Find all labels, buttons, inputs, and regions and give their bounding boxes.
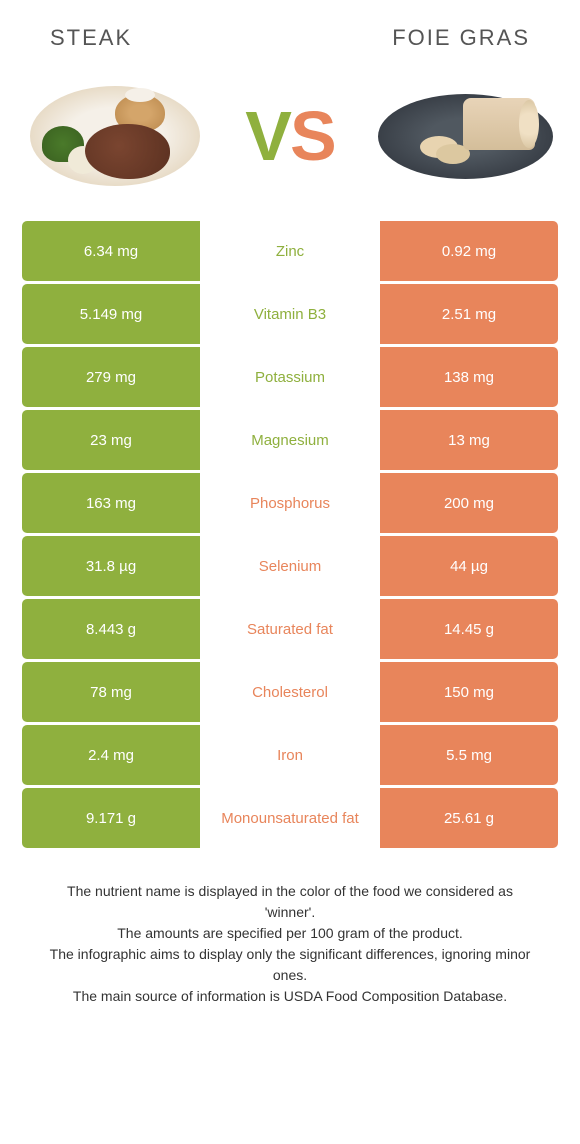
vs-label: VS — [245, 96, 334, 176]
cell-left-value: 8.443 g — [22, 599, 200, 659]
table-row: 6.34 mgZinc0.92 mg — [22, 221, 558, 281]
cell-right-value: 14.45 g — [380, 599, 558, 659]
cell-nutrient-label: Phosphorus — [200, 473, 380, 533]
table-row: 78 mgCholesterol150 mg — [22, 662, 558, 722]
footer-notes: The nutrient name is displayed in the co… — [0, 851, 580, 1007]
food-left-image — [25, 81, 205, 191]
header: Steak Foie gras — [0, 0, 580, 61]
cell-nutrient-label: Magnesium — [200, 410, 380, 470]
cell-left-value: 31.8 µg — [22, 536, 200, 596]
cell-nutrient-label: Cholesterol — [200, 662, 380, 722]
cell-right-value: 44 µg — [380, 536, 558, 596]
table-row: 8.443 gSaturated fat14.45 g — [22, 599, 558, 659]
comparison-table: 6.34 mgZinc0.92 mg5.149 mgVitamin B32.51… — [0, 221, 580, 848]
cell-nutrient-label: Vitamin B3 — [200, 284, 380, 344]
cell-left-value: 279 mg — [22, 347, 200, 407]
vs-s: S — [290, 97, 335, 175]
footer-line: The amounts are specified per 100 gram o… — [40, 923, 540, 944]
footer-line: The infographic aims to display only the… — [40, 944, 540, 986]
hero: VS — [0, 61, 580, 221]
cell-right-value: 0.92 mg — [380, 221, 558, 281]
food-right-title: Foie gras — [392, 25, 530, 51]
cell-nutrient-label: Iron — [200, 725, 380, 785]
cell-right-value: 200 mg — [380, 473, 558, 533]
table-row: 31.8 µgSelenium44 µg — [22, 536, 558, 596]
table-row: 163 mgPhosphorus200 mg — [22, 473, 558, 533]
table-row: 279 mgPotassium138 mg — [22, 347, 558, 407]
cell-right-value: 5.5 mg — [380, 725, 558, 785]
cell-left-value: 163 mg — [22, 473, 200, 533]
cell-left-value: 78 mg — [22, 662, 200, 722]
table-row: 23 mgMagnesium13 mg — [22, 410, 558, 470]
table-row: 5.149 mgVitamin B32.51 mg — [22, 284, 558, 344]
cell-left-value: 2.4 mg — [22, 725, 200, 785]
cell-left-value: 5.149 mg — [22, 284, 200, 344]
cell-right-value: 138 mg — [380, 347, 558, 407]
cell-nutrient-label: Zinc — [200, 221, 380, 281]
table-row: 2.4 mgIron5.5 mg — [22, 725, 558, 785]
cell-right-value: 2.51 mg — [380, 284, 558, 344]
cell-left-value: 9.171 g — [22, 788, 200, 848]
cell-right-value: 150 mg — [380, 662, 558, 722]
footer-line: The nutrient name is displayed in the co… — [40, 881, 540, 923]
cell-left-value: 23 mg — [22, 410, 200, 470]
footer-line: The main source of information is USDA F… — [40, 986, 540, 1007]
cell-nutrient-label: Potassium — [200, 347, 380, 407]
food-left-title: Steak — [50, 25, 132, 51]
table-row: 9.171 gMonounsaturated fat25.61 g — [22, 788, 558, 848]
vs-v: V — [245, 97, 290, 175]
cell-nutrient-label: Monounsaturated fat — [200, 788, 380, 848]
cell-right-value: 13 mg — [380, 410, 558, 470]
cell-right-value: 25.61 g — [380, 788, 558, 848]
cell-nutrient-label: Saturated fat — [200, 599, 380, 659]
cell-left-value: 6.34 mg — [22, 221, 200, 281]
cell-nutrient-label: Selenium — [200, 536, 380, 596]
food-right-image — [375, 81, 555, 191]
